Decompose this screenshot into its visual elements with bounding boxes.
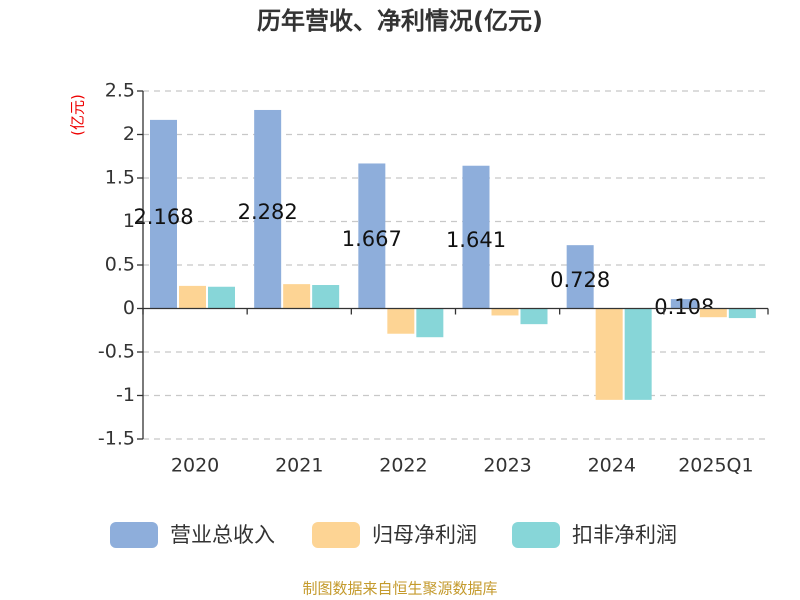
bar bbox=[387, 308, 415, 334]
y-axis-label: (亿元) bbox=[69, 94, 87, 136]
y-tick-label: 1.5 bbox=[105, 167, 135, 189]
legend-swatch bbox=[312, 522, 360, 548]
x-tick-label: 2025Q1 bbox=[678, 455, 753, 477]
bar bbox=[728, 308, 756, 319]
x-tick-label: 2020 bbox=[171, 455, 219, 477]
bar bbox=[358, 163, 386, 309]
bar bbox=[179, 285, 206, 309]
y-tick-label: 0.5 bbox=[105, 254, 135, 276]
x-tick-label: 2024 bbox=[588, 455, 636, 477]
y-tick-label: 1 bbox=[123, 210, 135, 232]
y-tick-label: -0.5 bbox=[98, 341, 135, 363]
legend-swatch bbox=[110, 522, 158, 548]
y-tick-label: 2.5 bbox=[105, 80, 135, 102]
bar bbox=[670, 299, 698, 309]
data-label: 2.282 bbox=[238, 200, 298, 224]
data-label: 1.667 bbox=[342, 227, 402, 251]
legend-label: 归母净利润 bbox=[372, 523, 477, 547]
bar bbox=[566, 245, 594, 309]
bar bbox=[462, 165, 490, 309]
bar bbox=[595, 308, 623, 400]
bar bbox=[624, 308, 652, 400]
bar bbox=[491, 308, 519, 316]
legend-label: 营业总收入 bbox=[170, 523, 275, 547]
data-label: 1.641 bbox=[446, 228, 506, 252]
y-tick-label: -1 bbox=[116, 384, 135, 406]
bar bbox=[283, 284, 311, 309]
legend-label: 扣非净利润 bbox=[572, 523, 677, 547]
legend-swatch bbox=[512, 522, 560, 548]
source-note: 制图数据来自恒生聚源数据库 bbox=[302, 580, 497, 598]
y-tick-label: -1.5 bbox=[98, 428, 135, 450]
bar bbox=[208, 286, 235, 309]
x-tick-label: 2023 bbox=[483, 455, 531, 477]
y-tick-label: 0 bbox=[123, 297, 135, 319]
x-tick-label: 2021 bbox=[275, 455, 323, 477]
bar bbox=[254, 109, 282, 309]
x-tick-label: 2022 bbox=[379, 455, 427, 477]
bar bbox=[520, 308, 548, 325]
y-tick-label: 2 bbox=[123, 123, 135, 145]
data-label: 0.728 bbox=[550, 268, 610, 292]
bar bbox=[416, 308, 444, 338]
bar bbox=[150, 119, 177, 309]
bar bbox=[699, 308, 727, 318]
data-label: 2.168 bbox=[133, 205, 193, 229]
chart-title: 历年营收、净利情况(亿元) bbox=[257, 7, 543, 35]
bar bbox=[312, 285, 340, 309]
